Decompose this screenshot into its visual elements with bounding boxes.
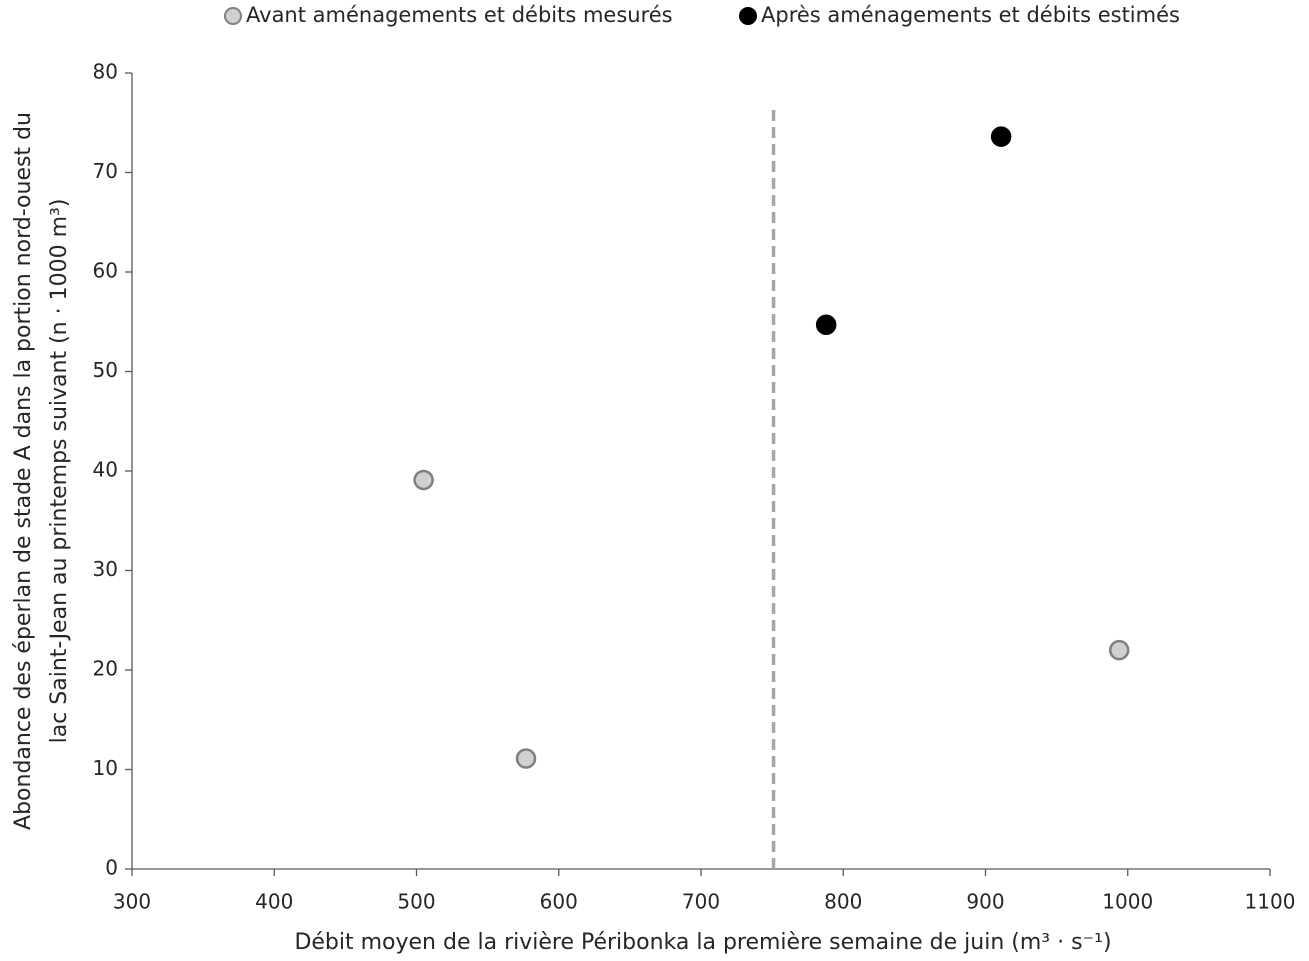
y-tick-label: 20 [93, 657, 118, 681]
y-tick-label: 0 [105, 856, 118, 880]
data-point [413, 469, 434, 491]
x-tick-label: 700 [682, 890, 720, 914]
y-tick-label: 80 [93, 60, 118, 84]
x-tick-label: 1100 [1245, 890, 1296, 914]
y-tick-label: 50 [93, 358, 118, 382]
x-axis-title: Débit moyen de la rivière Péribonka la p… [294, 930, 1111, 955]
legend-marker [739, 7, 757, 25]
y-tick-label: 10 [93, 756, 118, 780]
x-tick-label: 1000 [1102, 890, 1153, 914]
legend-label: Après aménagements et débits estimés [761, 3, 1180, 27]
data-point [815, 314, 837, 335]
data-point [1108, 639, 1130, 661]
x-tick-label: 600 [540, 890, 578, 914]
data-point [990, 126, 1012, 147]
y-tick-label: 60 [93, 259, 118, 283]
y-tick-label: 70 [93, 159, 118, 183]
y-tick-label: 40 [93, 458, 118, 482]
x-tick-label: 300 [113, 890, 151, 914]
y-axis-title-line: lac Saint-Jean au printemps suivant (n ·… [47, 199, 72, 744]
y-axis-title: Abondance des éperlan de stade A dans la… [11, 112, 72, 830]
y-axis-title-line: Abondance des éperlan de stade A dans la… [11, 112, 36, 830]
legend-marker [224, 7, 242, 25]
y-tick-label: 30 [93, 557, 118, 581]
x-tick-label: 900 [966, 890, 1004, 914]
x-tick-label: 400 [255, 890, 293, 914]
legend-label: Avant aménagements et débits mesurés [246, 3, 673, 27]
x-tick-label: 500 [397, 890, 435, 914]
data-point [515, 748, 537, 769]
x-tick-label: 800 [824, 890, 862, 914]
